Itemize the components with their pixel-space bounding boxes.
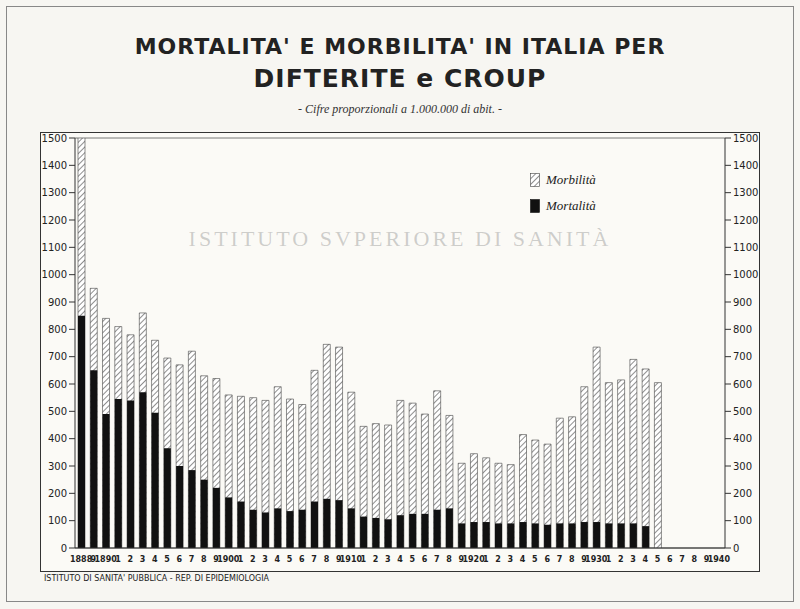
svg-text:3: 3 [140, 555, 146, 564]
svg-text:1400: 1400 [733, 160, 758, 171]
svg-text:1000: 1000 [733, 269, 758, 280]
svg-text:600: 600 [733, 379, 752, 390]
svg-text:700: 700 [733, 351, 752, 362]
svg-text:1: 1 [238, 555, 244, 564]
svg-text:1: 1 [483, 555, 489, 564]
svg-text:5: 5 [532, 555, 538, 564]
svg-text:1500: 1500 [42, 133, 67, 144]
svg-text:600: 600 [48, 379, 67, 390]
svg-text:5: 5 [164, 555, 170, 564]
svg-text:3: 3 [385, 555, 391, 564]
svg-text:7: 7 [679, 555, 685, 564]
svg-text:1400: 1400 [42, 160, 67, 171]
svg-text:1910: 1910 [340, 555, 363, 564]
svg-text:5: 5 [287, 555, 293, 564]
svg-text:1: 1 [115, 555, 121, 564]
svg-text:900: 900 [733, 297, 752, 308]
svg-text:800: 800 [733, 324, 752, 335]
svg-text:1300: 1300 [42, 187, 67, 198]
svg-text:0: 0 [733, 543, 739, 554]
svg-text:6: 6 [299, 555, 305, 564]
html-text:MORTALITA' E MORBILITA' IN ITA: MORTALITA' E MORBILITA' IN ITALIA PER [134, 34, 666, 59]
svg-text:7: 7 [434, 555, 440, 564]
svg-text:1920: 1920 [462, 555, 485, 564]
svg-text:8: 8 [446, 555, 452, 564]
svg-text:300: 300 [733, 461, 752, 472]
svg-text:8: 8 [201, 555, 207, 564]
svg-text:8: 8 [569, 555, 575, 564]
svg-text:4: 4 [152, 555, 158, 564]
svg-text:100: 100 [48, 515, 67, 526]
svg-text:1500: 1500 [733, 133, 758, 144]
svg-text:1890: 1890 [95, 555, 118, 564]
svg-text:200: 200 [48, 488, 67, 499]
svg-text:4: 4 [397, 555, 403, 564]
html-text:- Cifre proporzionali a 1.000.: - Cifre proporzionali a 1.000.000 di abi… [298, 102, 502, 116]
svg-text:200: 200 [733, 488, 752, 499]
html-text:DIFTERITE e CROUP: DIFTERITE e CROUP [253, 64, 547, 93]
svg-text:2: 2 [127, 555, 133, 564]
svg-text:7: 7 [557, 555, 563, 564]
svg-text:8: 8 [324, 555, 330, 564]
svg-text:1930: 1930 [585, 555, 608, 564]
svg-text:2: 2 [373, 555, 379, 564]
svg-text:700: 700 [48, 351, 67, 362]
svg-text:8: 8 [692, 555, 698, 564]
svg-text:7: 7 [311, 555, 317, 564]
svg-text:6: 6 [176, 555, 182, 564]
svg-text:4: 4 [520, 555, 526, 564]
svg-text:0: 0 [61, 543, 67, 554]
svg-text:4: 4 [642, 555, 648, 564]
svg-text:1888: 1888 [70, 555, 93, 564]
svg-text:1: 1 [606, 555, 612, 564]
svg-text:6: 6 [667, 555, 673, 564]
html-text:Mortalità: Mortalità [546, 198, 596, 213]
svg-text:3: 3 [508, 555, 514, 564]
html-text:ISTITUTO SVPERIORE DI SANITÀ: ISTITUTO SVPERIORE DI SANITÀ [188, 226, 612, 251]
svg-text:1940: 1940 [708, 555, 731, 564]
svg-text:1: 1 [360, 555, 366, 564]
svg-text:1200: 1200 [733, 215, 758, 226]
html-text:ISTITUTO DI SANITA' PUBBLICA -: ISTITUTO DI SANITA' PUBBLICA - REP. DI E… [44, 574, 270, 583]
svg-text:2: 2 [250, 555, 256, 564]
svg-text:2: 2 [495, 555, 501, 564]
svg-text:7: 7 [189, 555, 195, 564]
svg-text:1300: 1300 [733, 187, 758, 198]
svg-text:900: 900 [48, 297, 67, 308]
svg-text:1100: 1100 [733, 242, 758, 253]
svg-text:6: 6 [422, 555, 428, 564]
svg-text:3: 3 [630, 555, 636, 564]
svg-text:5: 5 [655, 555, 661, 564]
svg-text:1000: 1000 [42, 269, 67, 280]
svg-text:400: 400 [48, 433, 67, 444]
svg-text:1900: 1900 [217, 555, 240, 564]
svg-text:6: 6 [544, 555, 550, 564]
svg-text:400: 400 [733, 433, 752, 444]
html-text:Morbilità: Morbilità [546, 172, 596, 187]
svg-text:3: 3 [262, 555, 268, 564]
svg-text:100: 100 [733, 515, 752, 526]
svg-text:300: 300 [48, 461, 67, 472]
svg-text:500: 500 [733, 406, 752, 417]
svg-text:4: 4 [275, 555, 281, 564]
svg-text:800: 800 [48, 324, 67, 335]
svg-text:1100: 1100 [42, 242, 67, 253]
svg-text:1200: 1200 [42, 215, 67, 226]
svg-text:500: 500 [48, 406, 67, 417]
svg-text:2: 2 [618, 555, 624, 564]
svg-text:5: 5 [409, 555, 415, 564]
